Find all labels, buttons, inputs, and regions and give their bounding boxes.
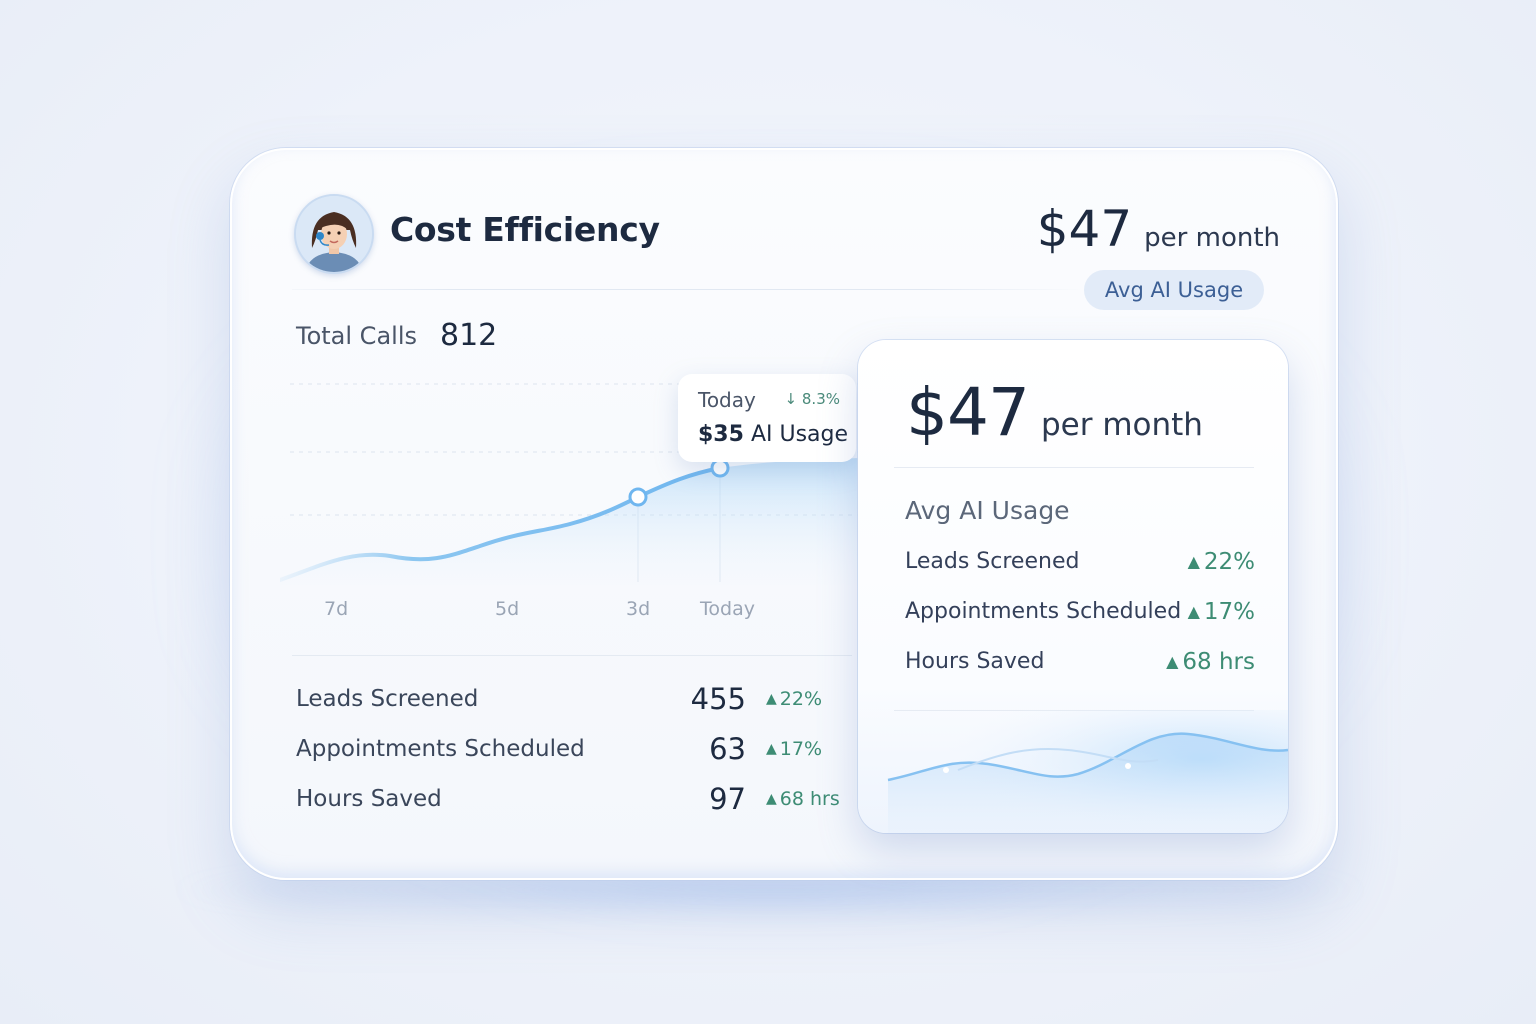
x-tick-today: Today — [700, 598, 755, 620]
panel-row-appointments-scheduled: Appointments Scheduled ▲ 17% — [905, 599, 1255, 633]
usage-line-chart — [280, 383, 860, 585]
avg-ai-usage-badge[interactable]: Avg AI Usage — [1084, 270, 1264, 310]
stat-value: 63 — [709, 732, 746, 766]
stat-change-value: 17% — [779, 738, 823, 760]
stat-change: ▲ 22% — [766, 688, 822, 710]
up-arrow-icon: ▲ — [766, 691, 777, 707]
header-price-amount: $47 — [1036, 200, 1133, 258]
agent-avatar-icon — [294, 194, 374, 274]
stat-change: ▲ 17% — [766, 738, 822, 760]
panel-row-change: ▲ 68 hrs — [1166, 649, 1255, 675]
stat-label: Hours Saved — [296, 786, 442, 812]
panel-row-hours-saved: Hours Saved ▲ 68 hrs — [905, 649, 1255, 683]
chart-point-3d[interactable] — [628, 487, 648, 507]
stat-label: Leads Screened — [296, 686, 479, 712]
panel-row-leads-screened: Leads Screened ▲ 22% — [905, 549, 1255, 583]
up-arrow-icon: ▲ — [1187, 552, 1200, 571]
panel-row-label: Hours Saved — [905, 649, 1045, 674]
chart-area — [280, 458, 860, 585]
up-arrow-icon: ▲ — [1166, 652, 1179, 671]
panel-row-label: Appointments Scheduled — [905, 599, 1182, 624]
stat-row-leads-screened: Leads Screened 455 ▲ 22% — [296, 682, 856, 722]
header-price-unit: per month — [1144, 223, 1280, 253]
x-tick-3d: 3d — [626, 598, 651, 620]
total-calls-label: Total Calls — [296, 322, 417, 350]
stat-change-value: 22% — [779, 688, 823, 710]
stat-value: 97 — [709, 782, 746, 816]
panel-row-label: Leads Screened — [905, 549, 1080, 574]
tooltip-label: Today — [698, 388, 756, 412]
panel-wave-decoration — [858, 710, 1288, 833]
panel-price-amount: $47 — [906, 374, 1030, 451]
page-title: Cost Efficiency — [390, 210, 660, 249]
panel-price-unit: per month — [1040, 407, 1203, 443]
x-tick-5d: 5d — [495, 598, 520, 620]
up-arrow-icon: ▲ — [766, 791, 777, 807]
stat-value: 455 — [690, 682, 746, 716]
panel-row-change-value: 22% — [1203, 549, 1255, 575]
stat-change: ▲ 68 hrs — [766, 788, 840, 810]
up-arrow-icon: ▲ — [1187, 602, 1200, 621]
total-calls-value: 812 — [440, 318, 498, 353]
panel-divider — [894, 467, 1254, 468]
panel-subtitle: Avg AI Usage — [905, 496, 1070, 525]
header-divider — [292, 289, 1082, 290]
panel-row-change-value: 68 hrs — [1182, 649, 1255, 675]
stat-label: Appointments Scheduled — [296, 736, 585, 762]
stats-divider — [292, 655, 852, 656]
chart-tooltip: Today ↓ 8.3% $35 AI Usage — [678, 374, 856, 462]
panel-row-change-value: 17% — [1203, 599, 1255, 625]
x-tick-7d: 7d — [324, 598, 349, 620]
chart-point-today[interactable] — [710, 458, 730, 478]
tooltip-value: $35 AI Usage — [698, 422, 848, 447]
chart-series-line — [280, 466, 722, 582]
panel-price: $47 per month — [906, 374, 1203, 451]
stat-change-value: 68 hrs — [779, 788, 840, 810]
stat-row-hours-saved: Hours Saved 97 ▲ 68 hrs — [296, 782, 856, 822]
panel-row-change: ▲ 17% — [1188, 599, 1255, 625]
tooltip-change: ↓ 8.3% — [784, 390, 840, 408]
tooltip-amount: $35 — [698, 422, 744, 447]
tooltip-amount-label: AI Usage — [750, 422, 849, 447]
up-arrow-icon: ▲ — [766, 741, 777, 757]
stat-row-appointments-scheduled: Appointments Scheduled 63 ▲ 17% — [296, 732, 856, 772]
header-price: $47 per month — [1037, 200, 1280, 258]
panel-row-change: ▲ 22% — [1188, 549, 1255, 575]
summary-panel: $47 per month Avg AI Usage Leads Screene… — [858, 340, 1288, 833]
